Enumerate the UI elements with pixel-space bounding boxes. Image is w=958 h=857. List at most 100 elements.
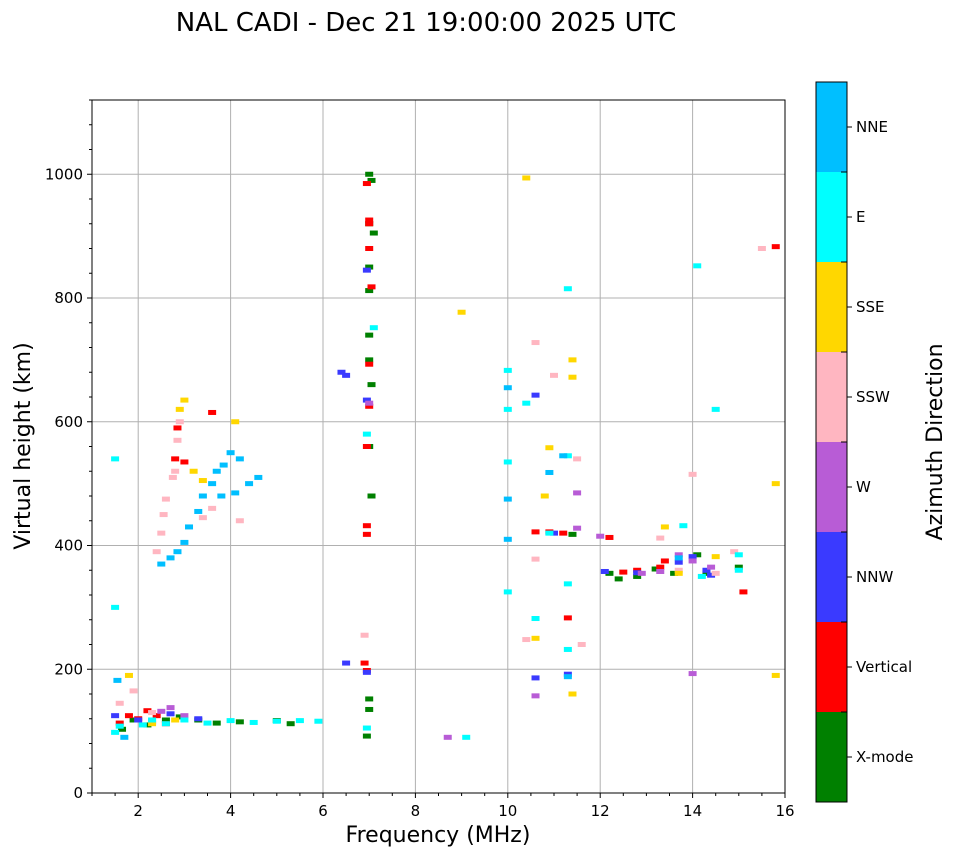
data-point-ssw — [235, 518, 244, 524]
data-point-ssw — [115, 700, 124, 706]
data-point-x-mode — [118, 726, 127, 732]
data-point-e — [111, 729, 120, 735]
data-point-nne — [219, 462, 228, 468]
data-point-x-mode — [365, 332, 374, 338]
x-axis-ticks: 2 4 6 8 10 12 14 16 — [91, 793, 795, 820]
data-point-nnw — [111, 713, 120, 719]
colorbar-label-x-mode: X-mode — [856, 748, 913, 766]
data-point-x-mode — [143, 722, 152, 728]
data-point-sse — [545, 445, 554, 451]
colorbar-segment — [816, 82, 847, 172]
data-point-vertical — [362, 444, 371, 449]
data-point-x-mode — [734, 564, 743, 570]
data-point-e — [563, 646, 572, 652]
colorbar-segment — [816, 172, 847, 262]
data-point-vertical — [143, 708, 152, 714]
data-point-w — [637, 570, 646, 576]
data-point-vertical — [362, 523, 371, 529]
colorbar-segment — [816, 262, 847, 352]
data-point-vertical — [656, 564, 665, 570]
data-point-nnw — [531, 392, 540, 398]
data-point-nne — [674, 555, 683, 561]
colorbar-label-nne: NNE — [856, 118, 888, 136]
data-point-x-mode — [161, 717, 170, 723]
data-point-e — [295, 718, 304, 724]
data-point-x-mode — [129, 717, 138, 723]
data-point-w — [573, 490, 582, 496]
data-point-ssw — [360, 632, 369, 638]
data-point-nnw — [166, 711, 175, 717]
data-point-nnw — [362, 267, 371, 273]
data-point-e — [545, 530, 554, 536]
data-point-e — [503, 406, 512, 412]
data-point-nne — [173, 549, 182, 555]
y-tick-label: 200 — [54, 660, 83, 678]
data-point-nne — [503, 536, 512, 542]
data-point-nne — [185, 524, 194, 530]
data-point-sse — [175, 406, 184, 412]
data-point-nnw — [134, 717, 143, 723]
data-point-x-mode — [367, 493, 376, 499]
data-point-ssw — [171, 468, 180, 474]
data-point-e — [693, 263, 702, 269]
data-point-sse — [171, 717, 180, 723]
data-point-e — [503, 367, 512, 373]
data-point-ssw — [688, 471, 697, 477]
data-point-x-mode — [175, 714, 184, 720]
data-point-vertical — [367, 284, 376, 290]
colorbar-label-sse: SSE — [856, 298, 885, 316]
data-point-x-mode — [365, 264, 374, 270]
data-point-nne — [231, 490, 240, 496]
data-point-w — [688, 671, 697, 677]
data-point-w — [707, 564, 716, 570]
data-point-x-mode — [605, 570, 614, 576]
data-point-nnw — [633, 570, 642, 576]
data-point-nne — [157, 561, 166, 567]
data-point-x-mode — [365, 357, 374, 363]
data-point-e — [226, 718, 235, 724]
data-point-e — [115, 723, 124, 729]
data-point-e — [563, 453, 572, 459]
data-point-e — [697, 573, 706, 579]
data-point-vertical — [559, 530, 568, 536]
data-point-e — [180, 717, 189, 723]
data-point-x-mode — [362, 733, 371, 739]
data-points — [111, 171, 780, 740]
data-point-w — [596, 533, 605, 539]
x-tick-label: 14 — [683, 802, 702, 820]
data-point-vertical — [619, 569, 628, 575]
colorbar-segment — [816, 442, 847, 532]
data-point-sse — [231, 419, 240, 425]
data-point-vertical — [365, 361, 374, 367]
data-point-sse — [531, 635, 540, 641]
data-point-ssw — [168, 474, 177, 480]
data-point-e — [563, 581, 572, 587]
data-point-vertical — [365, 217, 374, 223]
data-point-w — [674, 552, 683, 558]
grid-lines — [92, 100, 786, 794]
data-point-e — [711, 406, 720, 412]
data-point-nnw — [194, 716, 203, 722]
data-point-w — [531, 693, 540, 699]
data-point-nnw — [362, 669, 371, 675]
data-point-e — [734, 567, 743, 573]
data-point-w — [365, 400, 374, 406]
x-tick-label: 2 — [133, 802, 143, 820]
data-point-nnw — [531, 675, 540, 681]
data-point-vertical — [362, 181, 371, 187]
colorbar-frame — [815, 81, 848, 803]
data-point-vertical — [360, 660, 369, 666]
data-point-vertical — [362, 531, 371, 537]
data-point-x-mode — [568, 531, 577, 537]
data-point-sse — [540, 493, 549, 499]
data-point-e — [503, 459, 512, 465]
data-point-sse — [522, 175, 531, 181]
data-point-nne — [245, 481, 254, 487]
x-tick-label: 6 — [318, 802, 328, 820]
y-tick-label: 400 — [54, 537, 83, 555]
data-point-ssw — [152, 549, 161, 555]
data-point-ssw — [577, 642, 586, 647]
data-point-x-mode — [651, 566, 660, 572]
data-point-e — [148, 717, 157, 723]
colorbar-segment — [816, 532, 847, 622]
